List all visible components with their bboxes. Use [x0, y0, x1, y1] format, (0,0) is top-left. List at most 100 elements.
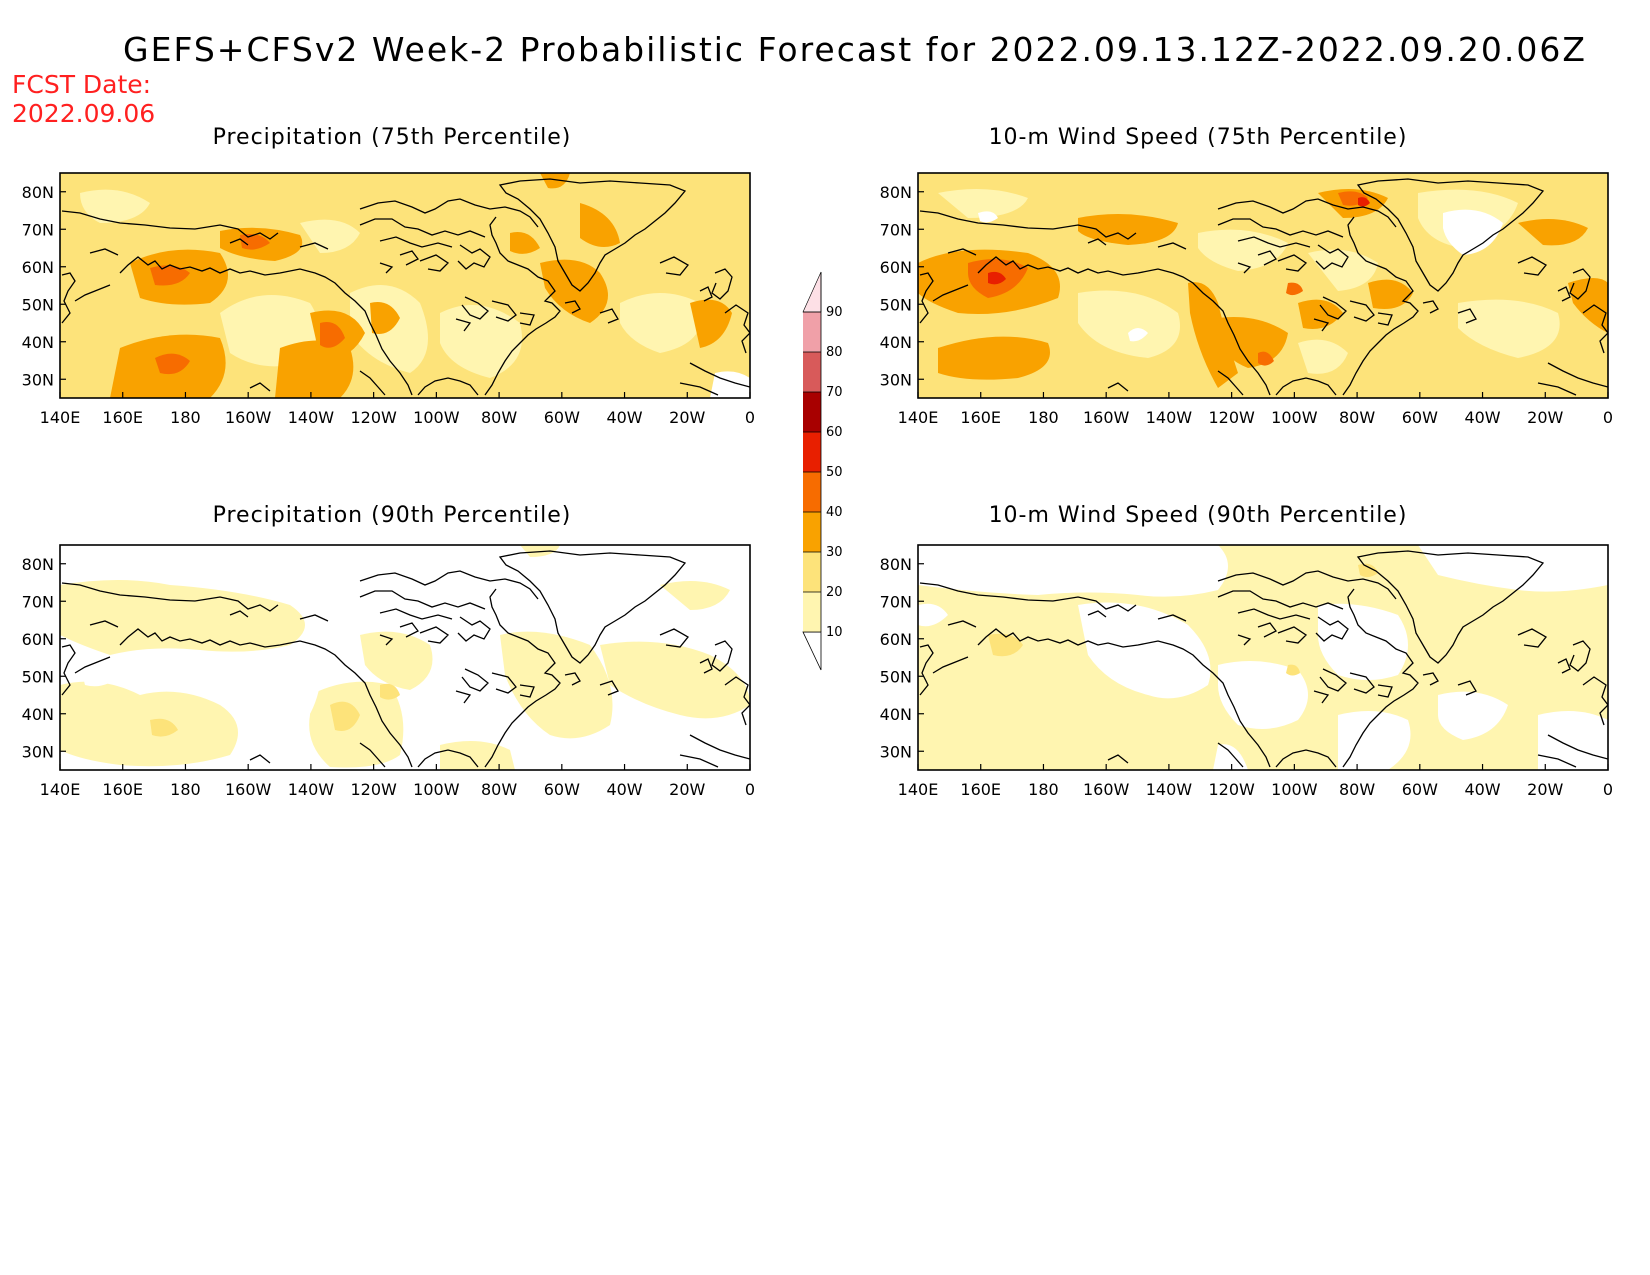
lon-tick-label: 120W	[350, 408, 397, 427]
lat-tick-label: 80N	[22, 555, 54, 574]
forecast-date-value: 2022.09.06	[12, 99, 156, 128]
colorbar-upper-extension	[802, 271, 822, 313]
lon-tick-label: 60W	[544, 408, 580, 427]
lon-tick-label: 140E	[898, 780, 939, 799]
lat-tick-label: 30N	[880, 370, 912, 389]
lon-tick-label: 140W	[288, 408, 335, 427]
forecast-date-label: FCST Date:	[12, 70, 152, 99]
lon-tick-label: 80W	[1339, 780, 1375, 799]
colorbar-label: 60	[826, 425, 843, 440]
colorbar-swatch	[803, 432, 821, 472]
lon-tick-label: 120W	[1208, 780, 1255, 799]
colorbar: 10 20 30 40 50 60 70 80 90	[802, 271, 843, 671]
colorbar-label: 90	[826, 305, 843, 320]
colorbar-label: 50	[826, 465, 843, 480]
lat-tick-label: 80N	[880, 183, 912, 202]
map-frame	[917, 544, 1609, 771]
colorbar-label: 40	[826, 505, 843, 520]
lon-tick-label: 120W	[350, 780, 397, 799]
lon-tick-label: 100W	[1271, 408, 1318, 427]
lon-tick-label: 180	[1028, 780, 1059, 799]
lat-tick-label: 80N	[880, 555, 912, 574]
panel-title-precip90: Precipitation (90th Percentile)	[212, 503, 572, 528]
lon-tick-label: 100W	[413, 408, 460, 427]
colorbar-swatch	[803, 392, 821, 432]
colorbar-swatch	[803, 512, 821, 552]
lon-tick-label: 60W	[1402, 780, 1438, 799]
wind-75th-shading	[918, 173, 1608, 398]
precip-90th-shading	[60, 545, 750, 770]
lat-tick-label: 50N	[22, 667, 54, 686]
colorbar-swatch	[803, 352, 821, 392]
colorbar-swatch	[803, 592, 821, 632]
lon-tick-label: 160W	[1083, 780, 1130, 799]
lon-tick-label: 160E	[960, 408, 1001, 427]
lon-tick-label: 100W	[413, 780, 460, 799]
lat-tick-label: 30N	[22, 370, 54, 389]
map-precip-75th: 140E 160E 180 160W 140W 120W 100W 80W 60W 40W 20W 0…	[22, 172, 755, 427]
lon-tick-label: 40W	[1464, 780, 1500, 799]
colorbar-label: 30	[826, 545, 843, 560]
lon-tick-label: 0	[745, 780, 755, 799]
lon-tick-label: 120W	[1208, 408, 1255, 427]
precip-75th-shading	[60, 173, 750, 398]
lon-tick-label: 180	[1028, 408, 1059, 427]
colorbar-swatch	[803, 552, 821, 592]
lon-tick-label: 20W	[1527, 780, 1563, 799]
lat-tick-label: 50N	[22, 295, 54, 314]
map-wind-75th: 140E 160E 180 160W 140W 120W 100W 80W 60W 40W 20W 0…	[880, 172, 1613, 427]
lat-tick-label: 70N	[22, 220, 54, 239]
lon-tick-label: 40W	[1464, 408, 1500, 427]
lon-tick-label: 140W	[288, 780, 335, 799]
lat-tick-label: 80N	[22, 183, 54, 202]
lat-tick-label: 30N	[22, 742, 54, 761]
lon-tick-label: 160W	[1083, 408, 1130, 427]
lat-tick-label: 30N	[880, 742, 912, 761]
lon-tick-label: 0	[1603, 408, 1613, 427]
lon-tick-label: 180	[170, 780, 201, 799]
lon-tick-label: 140W	[1146, 408, 1193, 427]
lat-tick-label: 60N	[22, 630, 54, 649]
forecast-date: FCST Date: 2022.09.06	[12, 70, 155, 128]
lon-tick-label: 80W	[481, 780, 517, 799]
colorbar-lower-extension	[802, 631, 822, 671]
lon-tick-label: 140E	[40, 780, 81, 799]
lat-tick-label: 40N	[22, 333, 54, 352]
map-frame	[59, 172, 751, 399]
lon-tick-label: 140E	[898, 408, 939, 427]
lat-tick-label: 40N	[22, 705, 54, 724]
lon-tick-label: 160E	[102, 408, 143, 427]
panel-title-precip75: Precipitation (75th Percentile)	[212, 125, 572, 150]
colorbar-label: 10	[826, 625, 843, 640]
lat-tick-label: 70N	[22, 592, 54, 611]
lon-tick-label: 140E	[40, 408, 81, 427]
colorbar-label: 80	[826, 345, 843, 360]
lat-tick-label: 50N	[880, 295, 912, 314]
lon-tick-label: 180	[170, 408, 201, 427]
lon-tick-label: 20W	[669, 408, 705, 427]
lat-tick-label: 40N	[880, 705, 912, 724]
lon-tick-label: 0	[1603, 780, 1613, 799]
lon-tick-label: 20W	[1527, 408, 1563, 427]
lat-tick-label: 60N	[22, 258, 54, 277]
lon-tick-label: 140W	[1146, 780, 1193, 799]
lon-tick-label: 100W	[1271, 780, 1318, 799]
lon-tick-label: 40W	[606, 780, 642, 799]
lon-tick-label: 160W	[225, 408, 272, 427]
lon-tick-label: 60W	[544, 780, 580, 799]
lat-tick-label: 70N	[880, 592, 912, 611]
lon-tick-label: 160W	[225, 780, 272, 799]
lon-tick-label: 160E	[102, 780, 143, 799]
main-title: GEFS+CFSv2 Week-2 Probabilistic Forecast…	[123, 30, 1587, 69]
lon-tick-label: 20W	[669, 780, 705, 799]
colorbar-label: 70	[826, 385, 843, 400]
colorbar-swatch	[803, 312, 821, 352]
lat-tick-label: 50N	[880, 667, 912, 686]
lat-tick-label: 60N	[880, 258, 912, 277]
lat-tick-label: 60N	[880, 630, 912, 649]
lon-tick-label: 40W	[606, 408, 642, 427]
panel-title-wind90: 10-m Wind Speed (90th Percentile)	[988, 503, 1408, 528]
lon-tick-label: 0	[745, 408, 755, 427]
lon-tick-label: 80W	[1339, 408, 1375, 427]
